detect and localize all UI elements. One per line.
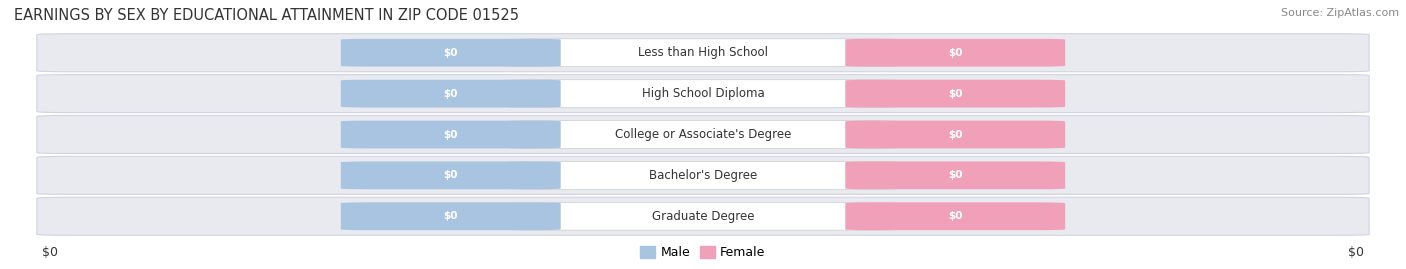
Text: Bachelor's Degree: Bachelor's Degree bbox=[650, 169, 756, 182]
Text: $0: $0 bbox=[948, 211, 963, 221]
FancyBboxPatch shape bbox=[37, 115, 1369, 154]
Text: $0: $0 bbox=[443, 211, 458, 221]
FancyBboxPatch shape bbox=[509, 161, 897, 189]
FancyBboxPatch shape bbox=[37, 75, 1369, 113]
Text: $0: $0 bbox=[443, 89, 458, 99]
Text: $0: $0 bbox=[1348, 246, 1364, 259]
FancyBboxPatch shape bbox=[509, 202, 897, 230]
FancyBboxPatch shape bbox=[37, 156, 1369, 194]
Text: $0: $0 bbox=[948, 170, 963, 180]
FancyBboxPatch shape bbox=[509, 80, 897, 108]
FancyBboxPatch shape bbox=[340, 161, 561, 189]
FancyBboxPatch shape bbox=[845, 39, 1066, 67]
FancyBboxPatch shape bbox=[340, 80, 561, 108]
Legend: Male, Female: Male, Female bbox=[636, 241, 770, 264]
FancyBboxPatch shape bbox=[845, 202, 1066, 230]
Text: Source: ZipAtlas.com: Source: ZipAtlas.com bbox=[1281, 8, 1399, 18]
Text: $0: $0 bbox=[948, 129, 963, 140]
FancyBboxPatch shape bbox=[37, 34, 1369, 72]
Text: $0: $0 bbox=[443, 170, 458, 180]
FancyBboxPatch shape bbox=[340, 121, 561, 148]
FancyBboxPatch shape bbox=[37, 197, 1369, 235]
FancyBboxPatch shape bbox=[509, 39, 897, 67]
Text: $0: $0 bbox=[948, 48, 963, 58]
Text: $0: $0 bbox=[42, 246, 58, 259]
Text: Graduate Degree: Graduate Degree bbox=[652, 210, 754, 223]
FancyBboxPatch shape bbox=[509, 121, 897, 148]
Text: $0: $0 bbox=[443, 48, 458, 58]
FancyBboxPatch shape bbox=[845, 161, 1066, 189]
FancyBboxPatch shape bbox=[340, 39, 561, 67]
Text: High School Diploma: High School Diploma bbox=[641, 87, 765, 100]
Text: EARNINGS BY SEX BY EDUCATIONAL ATTAINMENT IN ZIP CODE 01525: EARNINGS BY SEX BY EDUCATIONAL ATTAINMEN… bbox=[14, 8, 519, 23]
FancyBboxPatch shape bbox=[340, 202, 561, 230]
FancyBboxPatch shape bbox=[845, 80, 1066, 108]
Text: $0: $0 bbox=[443, 129, 458, 140]
Text: College or Associate's Degree: College or Associate's Degree bbox=[614, 128, 792, 141]
Text: Less than High School: Less than High School bbox=[638, 46, 768, 59]
Text: $0: $0 bbox=[948, 89, 963, 99]
FancyBboxPatch shape bbox=[845, 121, 1066, 148]
